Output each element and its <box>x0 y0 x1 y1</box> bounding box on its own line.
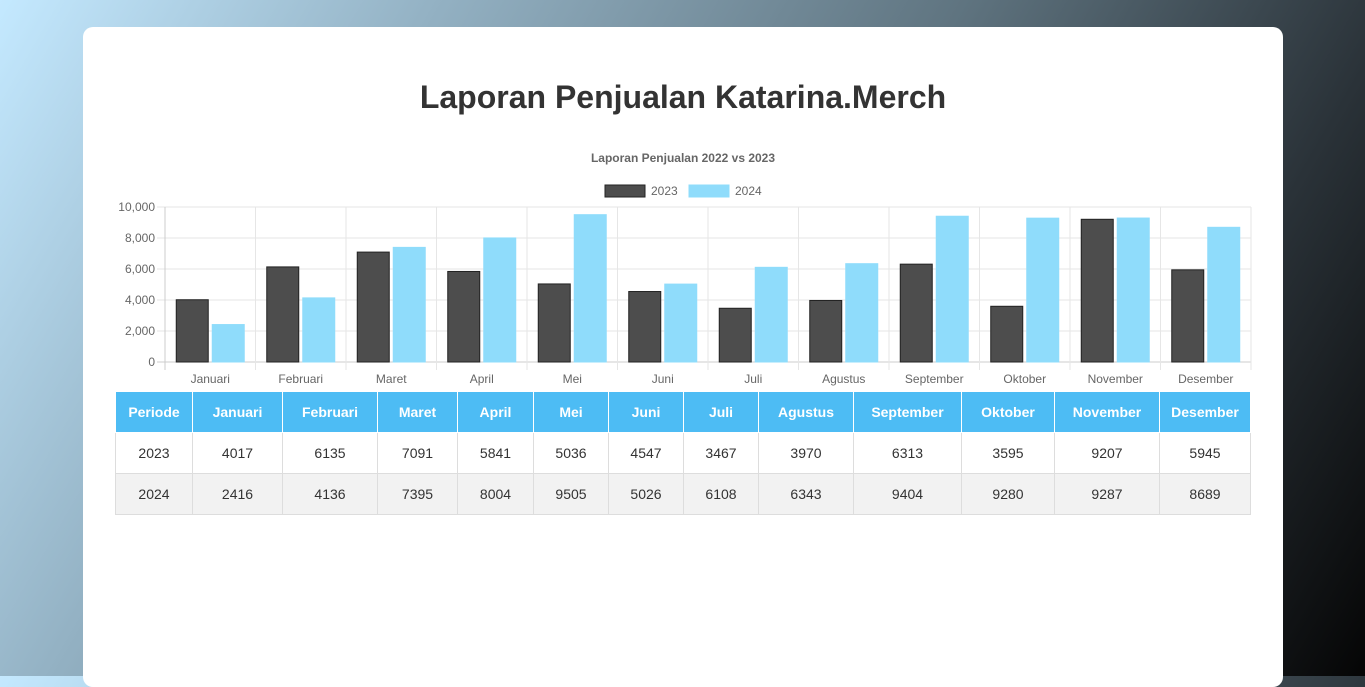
table-cell: 7395 <box>377 473 458 515</box>
x-tick-label: Juli <box>744 372 762 386</box>
legend-label-2023: 2023 <box>651 184 678 198</box>
table-cell: 9207 <box>1054 432 1160 474</box>
x-tick-label: Agustus <box>822 372 865 386</box>
bar-2024-september <box>935 215 969 363</box>
header-oktober: Oktober <box>961 391 1055 433</box>
table-cell: 5945 <box>1159 432 1251 474</box>
legend-swatch-2023 <box>604 184 646 198</box>
table-cell: 6343 <box>758 473 854 515</box>
bar-2023-agustus <box>809 299 843 363</box>
table-cell: 8004 <box>457 473 534 515</box>
y-tick-label: 8,000 <box>125 231 155 245</box>
report-card: Laporan Penjualan Katarina.Merch Laporan… <box>83 27 1283 687</box>
x-tick-label: Mei <box>563 372 582 386</box>
bar-2024-februari <box>302 297 336 363</box>
y-tick-label: 10,000 <box>118 200 155 214</box>
x-tick-label: Juni <box>652 372 674 386</box>
header-januari: Januari <box>192 391 283 433</box>
table-cell: 3970 <box>758 432 854 474</box>
table-cell: 5036 <box>533 432 609 474</box>
table-cell: 9404 <box>853 473 962 515</box>
bar-2023-januari <box>175 299 209 363</box>
bar-2023-april <box>447 270 481 363</box>
x-tick-label: Februari <box>278 372 323 386</box>
bar-2024-agustus <box>845 263 879 363</box>
bar-2024-desember <box>1207 226 1241 363</box>
table-cell: 4136 <box>282 473 378 515</box>
table-cell: 2023 <box>115 432 193 474</box>
x-tick-label: Desember <box>1178 372 1233 386</box>
table-cell: 8689 <box>1159 473 1251 515</box>
bar-2023-juli <box>718 307 752 363</box>
table-cell: 2024 <box>115 473 193 515</box>
sales-table: Periode Januari Februari Maret April Mei… <box>115 391 1251 515</box>
table-header-row: Periode Januari Februari Maret April Mei… <box>115 391 1251 433</box>
sales-bar-chart: Laporan Penjualan 2022 vs 2023 2023 2024 0 2… <box>118 151 1252 386</box>
header-mei: Mei <box>533 391 609 433</box>
bar-2024-oktober <box>1026 217 1060 363</box>
table-cell: 4017 <box>192 432 283 474</box>
bar-2024-mei <box>573 214 607 363</box>
table-row: 2024 2416 4136 7395 8004 9505 5026 6108 … <box>115 473 1251 515</box>
bar-2023-mei <box>537 283 571 363</box>
header-juli: Juli <box>683 391 759 433</box>
y-tick-label: 6,000 <box>125 262 155 276</box>
bar-2024-januari <box>211 324 245 363</box>
x-tick-label: Maret <box>376 372 407 386</box>
header-november: November <box>1054 391 1160 433</box>
bar-2023-november <box>1080 218 1114 363</box>
table-cell: 5841 <box>457 432 534 474</box>
bar-2024-juni <box>664 283 698 363</box>
y-tick-label: 2,000 <box>125 324 155 338</box>
table-cell: 6108 <box>683 473 759 515</box>
bar-2023-september <box>899 263 933 363</box>
table-cell: 9505 <box>533 473 609 515</box>
y-tick-label: 4,000 <box>125 293 155 307</box>
table-cell: 7091 <box>377 432 458 474</box>
table-row: 2023 4017 6135 7091 5841 5036 4547 3467 … <box>115 432 1251 474</box>
y-tick-label: 0 <box>148 355 155 369</box>
header-maret: Maret <box>377 391 458 433</box>
header-periode: Periode <box>115 391 193 433</box>
legend-label-2024: 2024 <box>735 184 762 198</box>
table-cell: 9287 <box>1054 473 1160 515</box>
page-title: Laporan Penjualan Katarina.Merch <box>419 79 947 115</box>
bar-2023-juni <box>628 291 662 363</box>
table-cell: 9280 <box>961 473 1055 515</box>
bar-2023-februari <box>266 266 300 363</box>
bar-2023-desember <box>1171 269 1205 363</box>
x-tick-label: April <box>470 372 494 386</box>
bar-2024-maret <box>392 246 426 363</box>
header-desember: Desember <box>1159 391 1251 433</box>
chart-title: Laporan Penjualan 2022 vs 2023 <box>591 151 775 165</box>
table-cell: 6135 <box>282 432 378 474</box>
table-cell: 4547 <box>608 432 684 474</box>
bar-2023-maret <box>356 251 390 363</box>
header-februari: Februari <box>282 391 378 433</box>
legend-swatch-2024 <box>688 184 730 198</box>
x-tick-label: September <box>905 372 964 386</box>
bar-2024-november <box>1116 217 1150 363</box>
table-cell: 3595 <box>961 432 1055 474</box>
table-cell: 6313 <box>853 432 962 474</box>
header-april: April <box>457 391 534 433</box>
x-tick-label: Januari <box>191 372 230 386</box>
table-cell: 3467 <box>683 432 759 474</box>
header-agustus: Agustus <box>758 391 854 433</box>
x-tick-label: November <box>1088 372 1143 386</box>
header-juni: Juni <box>608 391 684 433</box>
bar-2023-oktober <box>990 305 1024 363</box>
table-cell: 2416 <box>192 473 283 515</box>
bar-2024-april <box>483 237 517 363</box>
x-tick-label: Oktober <box>1003 372 1046 386</box>
bar-2024-juli <box>754 266 788 363</box>
header-september: September <box>853 391 962 433</box>
table-cell: 5026 <box>608 473 684 515</box>
